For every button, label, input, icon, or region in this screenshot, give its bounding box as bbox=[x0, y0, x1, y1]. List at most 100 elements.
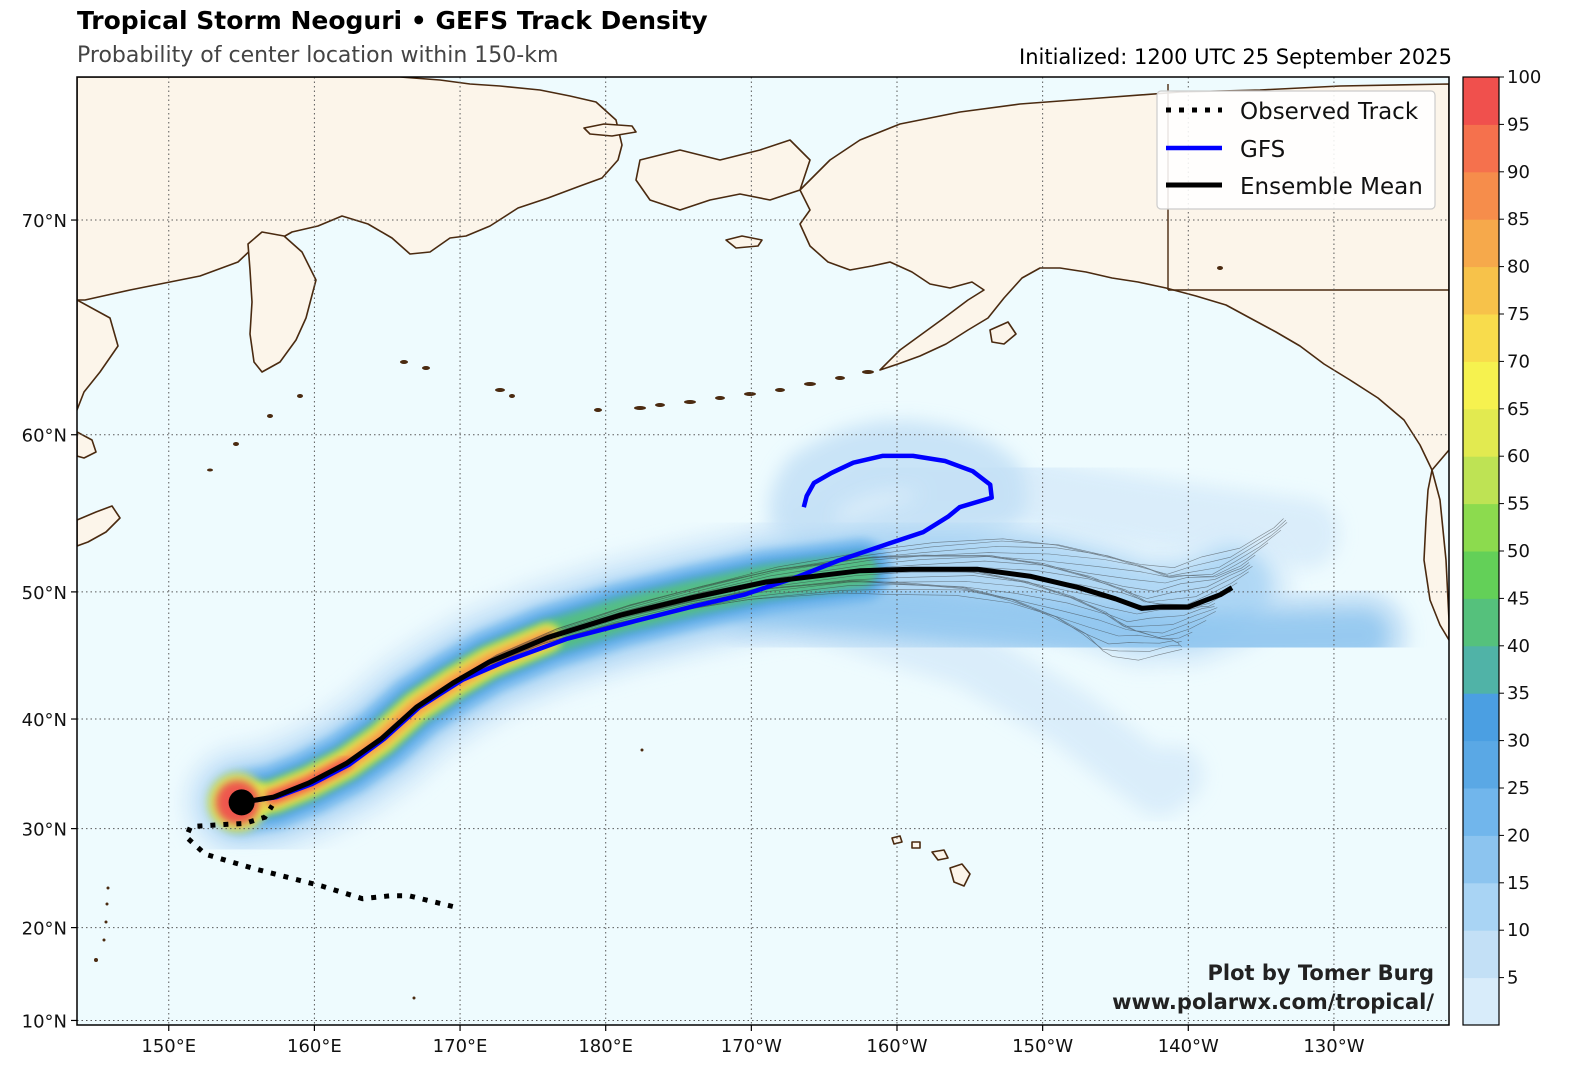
commander-island bbox=[509, 394, 515, 398]
colorbar-label: 60 bbox=[1507, 446, 1530, 467]
map-subtitle: Probability of center location within 15… bbox=[77, 43, 559, 68]
aleutian-island bbox=[594, 408, 602, 412]
colorbar-label: 20 bbox=[1507, 825, 1530, 846]
colorbar-segment bbox=[1463, 551, 1499, 599]
lat-tick-label: 40°N bbox=[22, 710, 67, 731]
colorbar-label: 10 bbox=[1507, 920, 1530, 941]
colorbar-label: 70 bbox=[1507, 351, 1530, 372]
initialized-time: Initialized: 1200 UTC 25 September 2025 bbox=[1019, 45, 1452, 69]
lon-tick-label: 160°W bbox=[866, 1036, 927, 1057]
small-island bbox=[412, 996, 416, 1000]
aleutian-island bbox=[744, 392, 756, 396]
latitude-ticks: 10°N 20°N 30°N 40°N 50°N 60°N 70°N bbox=[22, 211, 77, 1032]
colorbar-segment bbox=[1463, 171, 1499, 220]
colorbar-segment bbox=[1463, 598, 1499, 647]
lon-tick-label: 140°W bbox=[1158, 1036, 1219, 1057]
lon-tick-label: 160°E bbox=[287, 1036, 342, 1057]
colorbar-label: 80 bbox=[1507, 257, 1530, 278]
colorbar-segment bbox=[1463, 219, 1499, 268]
colorbar-segment bbox=[1463, 740, 1499, 789]
hawaii-maui bbox=[931, 849, 949, 861]
kodiak-island bbox=[989, 321, 1017, 345]
colorbar-segment bbox=[1463, 882, 1499, 931]
map-title: Tropical Storm Neoguri • GEFS Track Dens… bbox=[77, 6, 708, 35]
lat-tick-label: 20°N bbox=[22, 919, 67, 940]
colorbar-segment bbox=[1463, 835, 1499, 884]
colorbar-segment bbox=[1463, 314, 1499, 362]
credit-author: Plot by Tomer Burg bbox=[1208, 961, 1435, 985]
colorbar-segment bbox=[1463, 930, 1499, 979]
colorbar-label: 15 bbox=[1507, 873, 1530, 894]
colorbar-label: 30 bbox=[1507, 731, 1530, 752]
hawaii-oahu bbox=[911, 841, 921, 849]
colorbar-label: 55 bbox=[1507, 494, 1530, 515]
density-contour-band bbox=[726, 573, 1389, 664]
lon-tick-label: 130°W bbox=[1303, 1036, 1364, 1057]
aleutian-island bbox=[775, 388, 785, 392]
mariana-island bbox=[102, 938, 106, 942]
colorbar-segment bbox=[1463, 124, 1499, 173]
map-frame bbox=[76, 76, 1450, 1026]
colorbar-label: 95 bbox=[1507, 114, 1530, 135]
colorbar-label: 65 bbox=[1507, 399, 1530, 420]
colorbar-segment bbox=[1463, 977, 1499, 1026]
colorbar-label: 50 bbox=[1507, 541, 1530, 562]
commander-island bbox=[495, 388, 505, 392]
lon-tick-label: 150°W bbox=[1012, 1036, 1073, 1057]
colorbar-label: 90 bbox=[1507, 162, 1530, 183]
legend-label-gfs: GFS bbox=[1240, 137, 1285, 163]
lon-tick-label: 180°E bbox=[578, 1036, 633, 1057]
small-island bbox=[640, 748, 644, 752]
storm-current-position-marker bbox=[228, 789, 255, 816]
colorbar-label: 5 bbox=[1507, 968, 1518, 989]
chukotka bbox=[635, 139, 811, 211]
colorbar-label: 40 bbox=[1507, 636, 1530, 657]
kuril-island bbox=[422, 366, 430, 370]
aleutian-island bbox=[634, 406, 646, 410]
lon-tick-label: 170°E bbox=[433, 1036, 488, 1057]
hawaii-big-island bbox=[949, 863, 971, 887]
colorbar-segment bbox=[1463, 77, 1499, 125]
st-lawrence-island bbox=[725, 235, 763, 249]
asia-landmass bbox=[77, 77, 623, 301]
credit-text: Plot by Tomer Burg www.polarwx.com/tropi… bbox=[1112, 961, 1434, 1014]
sea-of-okhotsk-coast bbox=[77, 299, 119, 411]
aleutian-island bbox=[655, 403, 665, 407]
aleutian-island bbox=[835, 376, 845, 380]
mariana-island bbox=[104, 920, 108, 924]
colorbar-label: 75 bbox=[1507, 304, 1530, 325]
mariana-island bbox=[106, 886, 110, 890]
kuril-island bbox=[297, 394, 303, 398]
kamchatka-peninsula bbox=[247, 231, 317, 373]
aleutian-island bbox=[862, 370, 874, 374]
north-america-west-coast bbox=[1423, 469, 1449, 641]
kuril-island bbox=[400, 360, 408, 364]
ensemble-mean-track-line bbox=[241, 566, 1234, 805]
colorbar-segment bbox=[1463, 266, 1499, 315]
lat-tick-label: 10°N bbox=[22, 1011, 67, 1032]
mariana-island bbox=[94, 958, 98, 962]
colorbar-segment bbox=[1463, 408, 1499, 457]
legend: Observed Track GFS Ensemble Mean bbox=[1156, 90, 1436, 210]
colorbar-segment bbox=[1463, 361, 1499, 410]
colorbar-segment bbox=[1463, 456, 1499, 505]
lat-tick-label: 30°N bbox=[22, 820, 67, 841]
japan-honshu bbox=[77, 505, 121, 547]
colorbar-segment bbox=[1463, 645, 1499, 694]
density-colorbar: 5 10 15 20 25 30 35 40 45 50 55 60 65 70 75 80 85 90 95 100 bbox=[1462, 67, 1541, 1026]
longitude-ticks: 150°E 160°E 170°E 180°E 170°W 160°W 150°W 140°W… bbox=[141, 1025, 1365, 1057]
colorbar-label: 85 bbox=[1507, 209, 1530, 230]
legend-box bbox=[1156, 90, 1436, 210]
colorbar-segment bbox=[1463, 693, 1499, 742]
colorbar-label: 25 bbox=[1507, 778, 1530, 799]
japan-hokkaido bbox=[77, 431, 97, 459]
colorbar-segment bbox=[1463, 788, 1499, 836]
legend-label-observed: Observed Track bbox=[1240, 99, 1419, 125]
aleutian-island bbox=[804, 382, 816, 386]
colorbar-segment bbox=[1463, 503, 1499, 552]
lat-tick-label: 70°N bbox=[22, 211, 67, 232]
colorbar-label: 45 bbox=[1507, 588, 1530, 609]
density-contour-band bbox=[716, 451, 1340, 613]
aleutian-island bbox=[684, 400, 696, 404]
